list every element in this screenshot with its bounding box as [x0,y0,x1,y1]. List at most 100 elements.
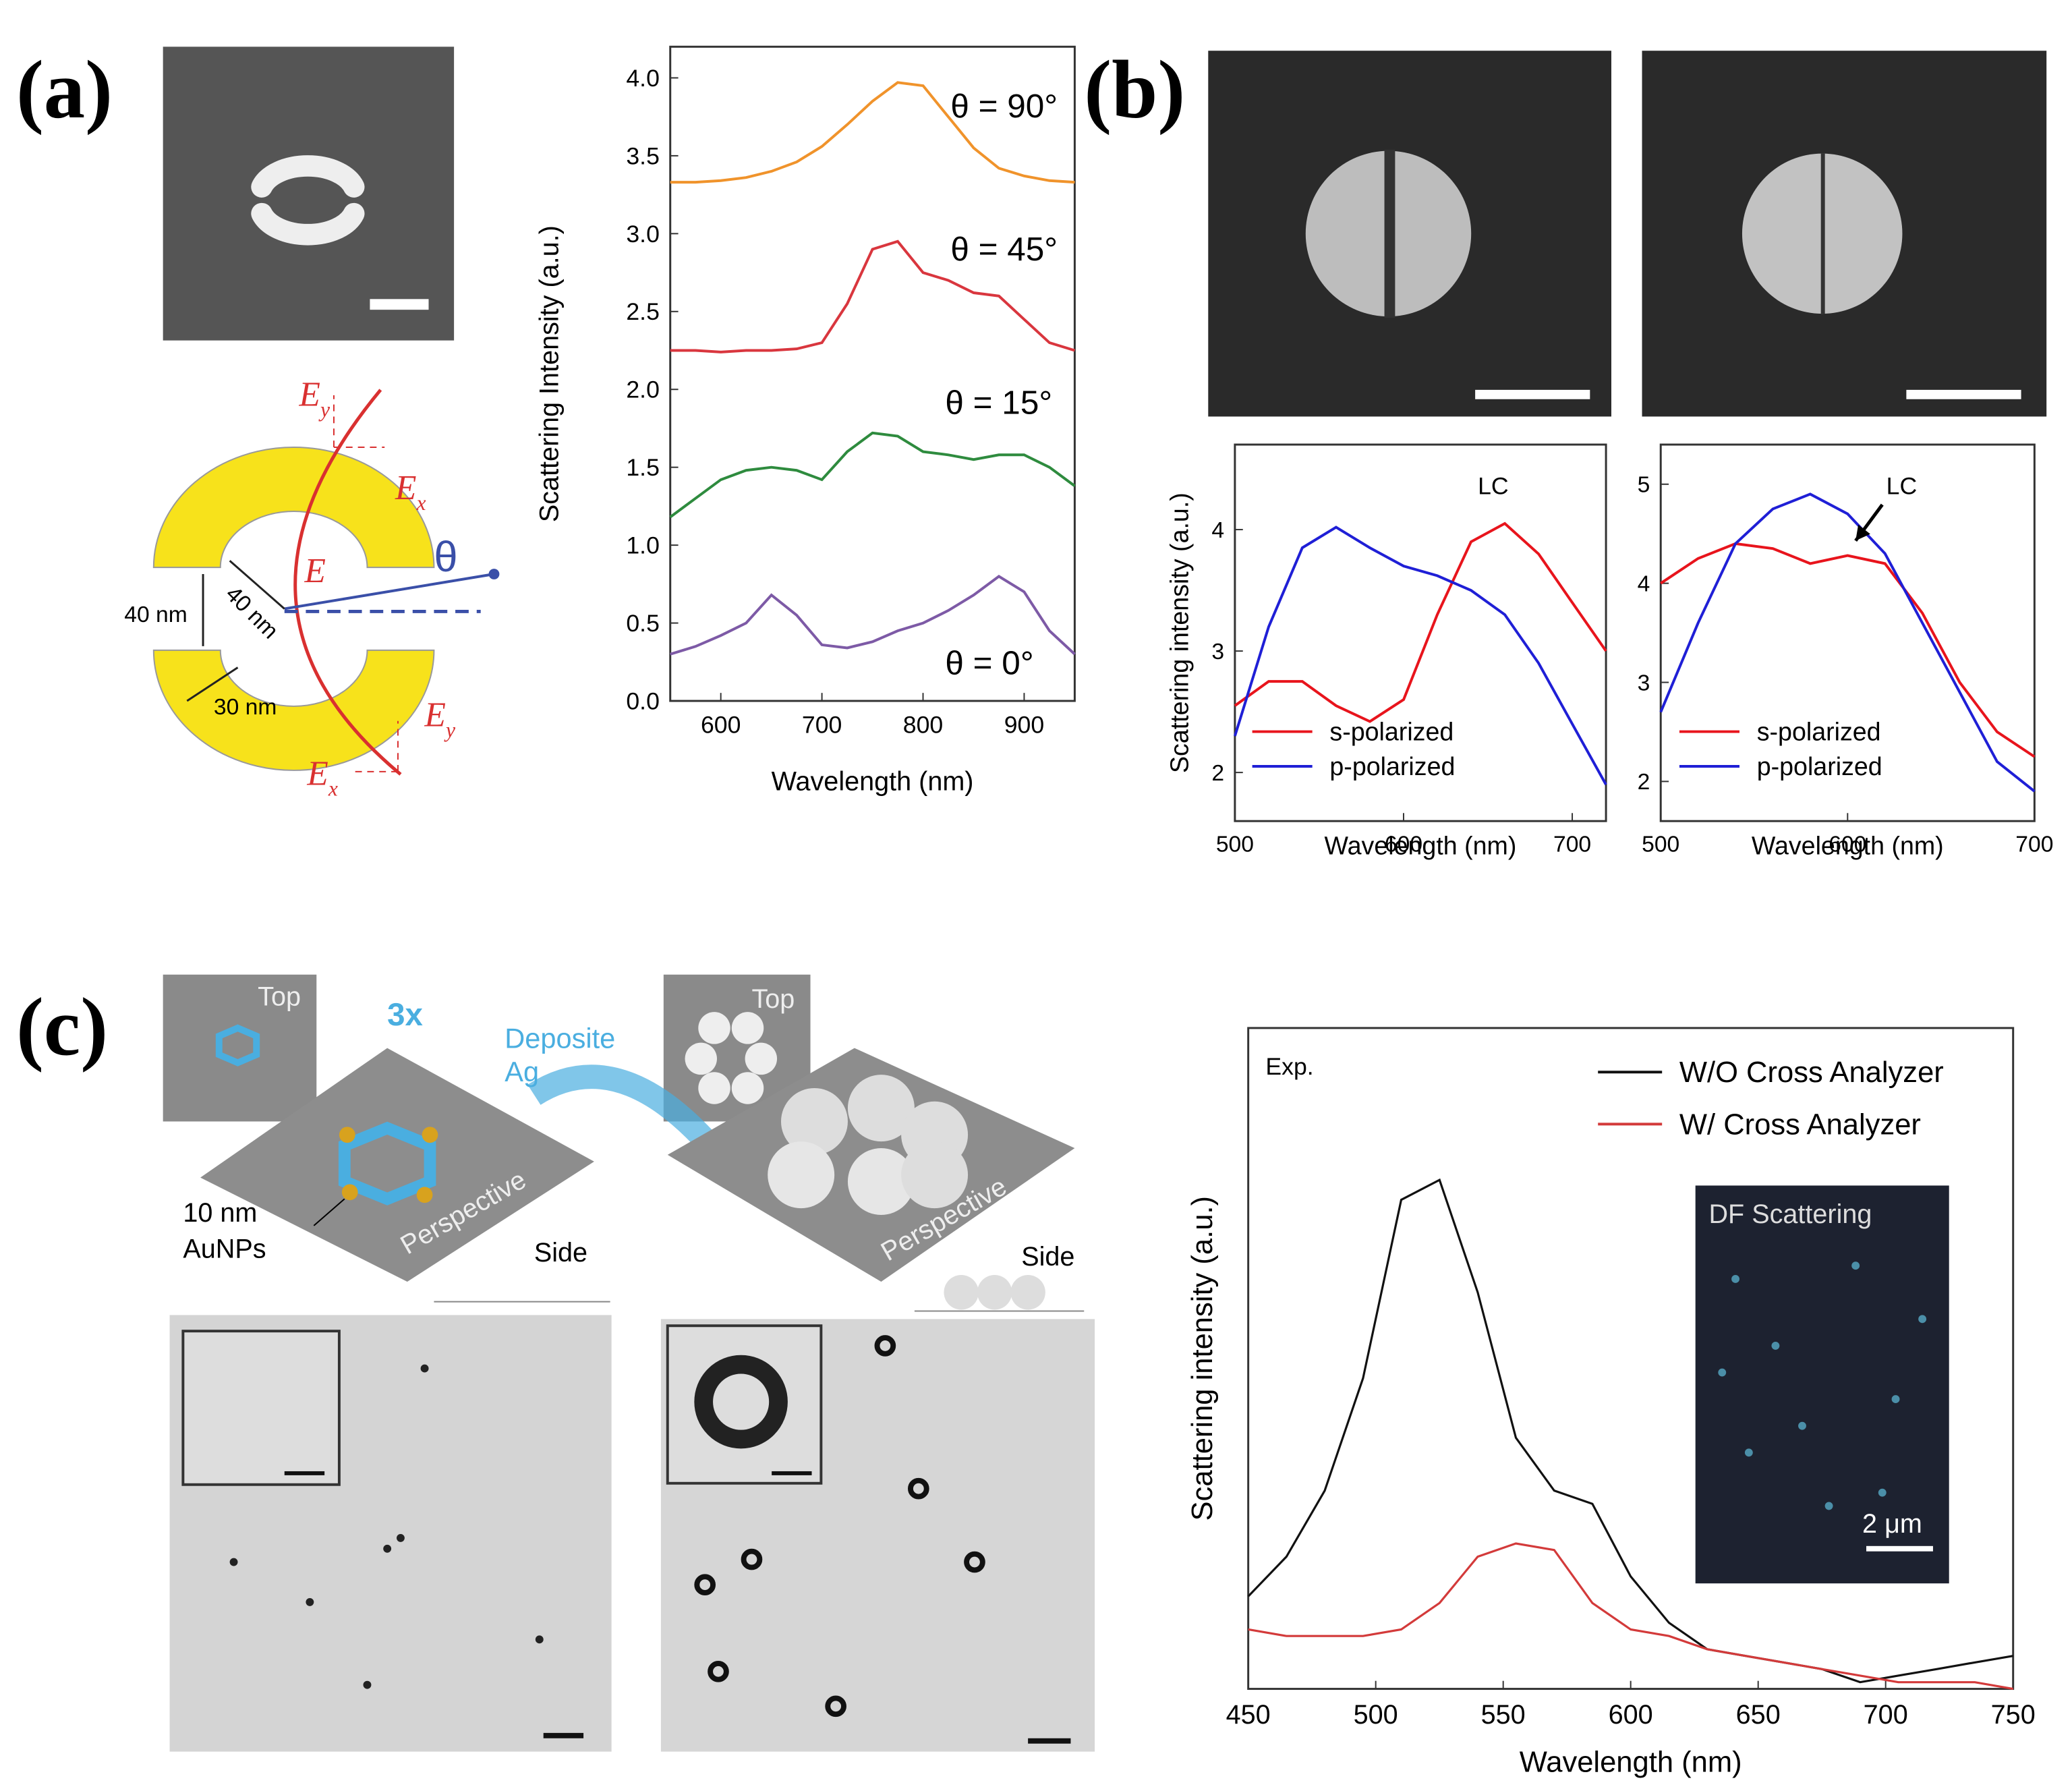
x-tick-label: 700 [1553,832,1591,857]
field-label: E [299,376,320,414]
x-tick-label: 900 [1004,712,1044,739]
series-label: θ = 90° [950,88,1058,125]
y-tick-label: 3.0 [626,221,660,248]
inset-spot [1891,1395,1900,1404]
data-line [1659,492,2036,793]
panel-label: (b) [1084,44,1185,136]
y-tick-label: 2 [1638,770,1650,795]
series-label: θ = 15° [945,385,1052,422]
plot-frame [1234,443,1607,822]
field-label: Ey [299,376,330,422]
field-subscript: y [318,397,330,421]
y-tick-label: 0.5 [626,610,660,637]
y-tick-label: 1.5 [626,454,660,481]
x-tick-label: 600 [1609,1700,1653,1730]
panel-label: (a) [16,44,113,136]
view-label: Top [258,982,301,1011]
field-subscript: y [444,718,456,741]
tem-image [169,1315,612,1752]
inset-spot [1771,1342,1780,1350]
dimension-label: 30 nm [214,695,277,720]
x-tick-label: 700 [1864,1700,1908,1730]
side-label: Side [534,1238,587,1268]
x-axis-label: Wavelength (nm) [772,767,974,797]
tem-image [660,1319,1095,1752]
x-tick-label: 450 [1226,1700,1271,1730]
sem-image [163,47,455,341]
field-subscript: x [415,491,426,515]
y-tick-label: 3.5 [626,142,660,169]
y-tick-label: 4 [1638,571,1650,596]
inset-spot [1878,1488,1887,1497]
data-line [1233,526,1607,786]
legend-label: p-polarized [1329,752,1455,780]
field-label: E [306,755,328,793]
side-label: Side [1021,1242,1074,1272]
x-tick-label: 650 [1736,1700,1781,1730]
y-axis-label: Scattering intensity (a.u.) [1186,1196,1219,1521]
panel-label: (c) [16,981,108,1073]
dimension-label: 40 nm [221,581,283,644]
assembly-diagram: Top Top 3x Deposite Ag 10 nm AuNPs Persp… [163,974,1085,1312]
data-line [669,431,1076,519]
annotation: LC [1478,472,1509,499]
annotation: Exp. [1265,1053,1313,1080]
y-axis-label: Scattering intensity (a.u.) [1166,492,1194,773]
field-vector: E [304,552,325,590]
y-tick-label: 2 [1211,761,1224,786]
x-tick-label: 700 [2015,832,2053,857]
y-tick-label: 4 [1211,518,1224,543]
sem-image [1208,51,1611,417]
angle-label: θ [434,534,457,581]
y-tick-label: 1.0 [626,532,660,559]
inset-spot [1744,1448,1753,1457]
field-label: Ey [424,696,456,742]
x-tick-label: 500 [1216,832,1254,857]
dimension-label: 40 nm [124,602,187,627]
data-line [670,574,1076,656]
chart: 600 700 800 900 0.0 0.5 1.0 1.5 2.0 2.5 3.0 3.5 4.0 W… [534,45,1076,797]
field-label: E [395,469,416,507]
data-line [1248,1542,2013,1691]
inset-scale-bar [1866,1545,1933,1552]
y-tick-label: 4.0 [626,65,660,92]
data-line [1247,1178,2013,1684]
x-axis-label: Wavelength (nm) [1520,1746,1742,1778]
data-line [670,81,1075,184]
x-tick-label: 700 [802,712,842,739]
series-label: θ = 45° [950,231,1058,268]
inset-spot [1731,1275,1739,1283]
chart: 450 500 550 600 650 700 750 Wavelength (nm) Scat… [1186,1027,2036,1778]
particle-label: AuNPs [183,1234,266,1263]
y-tick-label: 3 [1211,640,1224,664]
inset-spot [1918,1315,1927,1324]
inset-scale-label: 2 μm [1862,1509,1922,1539]
x-tick-label: 800 [903,712,943,739]
x-tick-label: 600 [1385,832,1422,857]
legend-label: W/O Cross Analyzer [1679,1056,1944,1089]
split-ring-diagram: Ey Ex Ey Ex E θ 40 nm 40 nm 30 nm [124,376,500,801]
y-tick-label: 5 [1638,473,1650,498]
legend-label: s-polarized [1757,717,1881,745]
x-tick-label: 600 [1829,832,1866,857]
inset-spot [1718,1368,1727,1377]
view-label: Top [751,984,795,1014]
y-tick-label: 2.0 [626,376,660,403]
y-axis-label: Scattering Intensity (a.u.) [534,225,564,522]
field-label: Ex [306,755,337,801]
repeat-label: 3x [387,997,423,1033]
series-label: θ = 0° [945,644,1033,681]
data-line [1660,542,2036,758]
annotation: LC [1887,472,1918,499]
x-tick-label: 500 [1642,832,1679,857]
x-tick-label: 550 [1481,1700,1526,1730]
inset-spot [1824,1502,1833,1510]
legend-label: W/ Cross Analyzer [1679,1108,1921,1141]
y-tick-label: 2.5 [626,298,660,325]
plot-frame [669,45,1076,702]
inset-spot [1798,1421,1806,1430]
legend-label: p-polarized [1757,752,1882,780]
chart: 500 600 700 2 3 4 5 Wavelength (nm) s-polarized p… [1638,443,2053,860]
